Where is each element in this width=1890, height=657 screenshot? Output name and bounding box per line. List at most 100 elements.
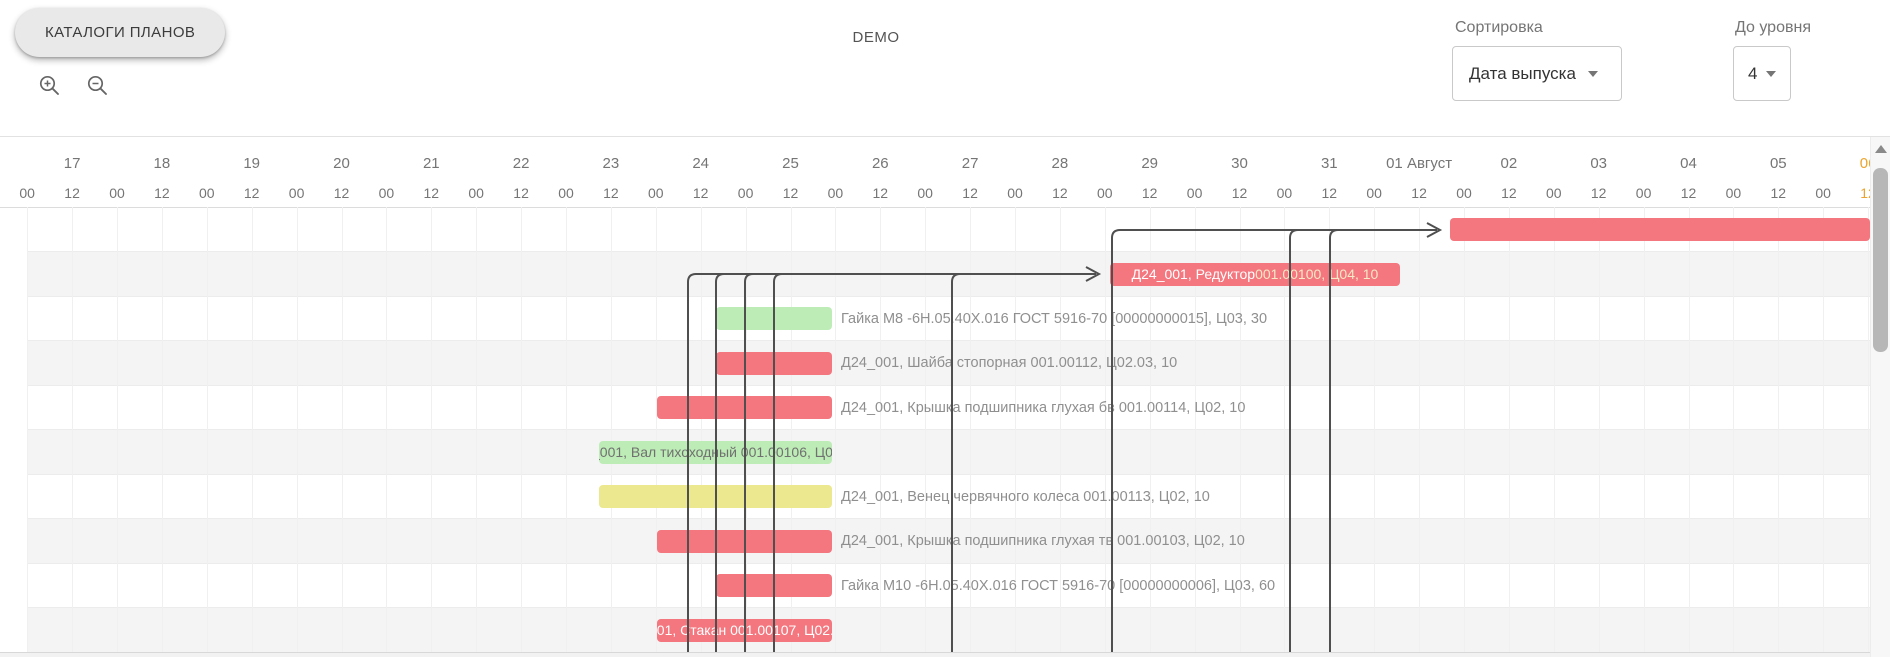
zoom-in-icon[interactable]	[38, 74, 62, 98]
day-label: 28	[1051, 155, 1069, 172]
day-label: 20	[333, 155, 350, 172]
gridline	[835, 207, 837, 653]
hour-label: 12	[692, 185, 709, 201]
gridline	[610, 207, 612, 653]
gantt-bar[interactable]	[1450, 218, 1870, 242]
hour-label: 00	[1007, 185, 1023, 201]
horizontal-scrollbar[interactable]	[0, 652, 1870, 657]
page-title: DEMO	[852, 29, 900, 46]
day-label: 03	[1590, 155, 1608, 172]
hour-label: 12	[1411, 185, 1427, 201]
hour-label: 00	[648, 185, 664, 201]
hour-label: 00	[1815, 185, 1831, 201]
bar-inline-label: Д24_001, Редуктор	[1131, 266, 1256, 283]
hour-label: 12	[1770, 185, 1787, 201]
hour-label: 12	[64, 185, 80, 201]
row-stripe	[28, 430, 1870, 475]
hour-label: 12	[154, 185, 170, 201]
gridline	[296, 207, 298, 653]
day-label: 25	[782, 155, 799, 172]
sort-value: Дата выпуска	[1469, 63, 1576, 83]
gridline	[1104, 207, 1106, 653]
hour-label: 00	[737, 185, 754, 201]
day-label: 24	[692, 155, 710, 172]
gantt-bar[interactable]	[657, 529, 832, 553]
gridline	[1778, 207, 1780, 653]
hour-label: 00	[19, 185, 35, 201]
gantt-bar[interactable]: Д24_001, Редуктор 001.00100, Ц04, 10	[1110, 262, 1400, 286]
sort-select[interactable]: Дата выпуска	[1452, 46, 1622, 101]
gridline	[1688, 207, 1690, 653]
hour-label: 12	[1141, 185, 1158, 201]
hour-label: 00	[1366, 185, 1382, 201]
day-label: 05	[1769, 155, 1787, 172]
gantt-bar[interactable]	[657, 396, 832, 420]
gantt-bar[interactable]	[716, 307, 832, 331]
gridline	[566, 207, 567, 653]
hour-label: 00	[199, 185, 215, 201]
hour-label: 12	[962, 185, 978, 201]
day-label: 22	[512, 155, 530, 172]
day-label: 19	[243, 155, 261, 172]
bar-label: Д24_001, Шайба стопорная 001.00112, Ц02.…	[841, 355, 1178, 372]
level-select[interactable]: 4	[1733, 46, 1791, 101]
zoom-out-icon[interactable]	[86, 74, 110, 98]
hour-label: 00	[827, 185, 844, 201]
gantt-bar[interactable]: Д24_001, Стакан 001.00107, Ц02.03, 10	[657, 618, 832, 642]
gridline	[1419, 207, 1421, 653]
bar-label: Гайка М8 -6Н.05.40Х.016 ГОСТ 5916-70 [00…	[841, 310, 1268, 327]
scroll-up-button[interactable]	[1875, 145, 1887, 153]
gantt-bar[interactable]	[599, 485, 832, 509]
hour-label: 00	[468, 185, 484, 201]
vertical-scrollbar[interactable]	[1870, 137, 1890, 657]
bar-label: Д24_001, Крышка подшипника глухая бв 001…	[841, 399, 1246, 416]
chevron-down-icon	[1587, 70, 1598, 77]
row-stripe	[28, 608, 1870, 653]
gantt-bar[interactable]	[716, 574, 832, 598]
day-label: 01 Август	[1386, 155, 1453, 172]
bar-label: Д24_001, Крышка подшипника глухая тв 001…	[841, 533, 1245, 550]
hour-label: 00	[1456, 185, 1472, 201]
gridline	[161, 207, 163, 653]
day-label: 18	[153, 155, 171, 172]
bar-label: Гайка М10 -6Н.05.40Х.016 ГОСТ 5916-70 [0…	[841, 577, 1276, 594]
gantt-bar[interactable]	[716, 351, 832, 375]
gridline	[1868, 207, 1870, 653]
day-label: 04	[1680, 155, 1697, 172]
gridline	[1508, 207, 1510, 653]
gridline	[521, 207, 523, 653]
hour-label: 00	[1546, 185, 1562, 201]
gridline	[206, 207, 208, 653]
hour-label: 00	[1276, 185, 1293, 201]
hour-label: 00	[917, 185, 933, 201]
day-label: 31	[1320, 155, 1338, 172]
day-label: 29	[1141, 155, 1159, 172]
gantt-bar[interactable]: Д24_001, Вал тихоходный 001.00106, Ц02, …	[599, 440, 832, 464]
gridline	[117, 207, 118, 653]
sort-label: Сортировка	[1455, 19, 1543, 36]
day-label: 26	[871, 155, 889, 172]
gridline	[1643, 207, 1645, 653]
hour-label: 12	[423, 185, 440, 201]
timeline-top-border	[0, 136, 1890, 137]
hour-label: 12	[1052, 185, 1068, 201]
scrollbar-thumb[interactable]	[1873, 168, 1888, 352]
gridline	[476, 207, 478, 653]
level-label: До уровня	[1735, 19, 1811, 36]
hour-label: 12	[1231, 185, 1248, 201]
plan-catalogs-button[interactable]: КАТАЛОГИ ПЛАНОВ	[15, 8, 226, 57]
day-label: 02	[1500, 155, 1518, 172]
hour-label: 00	[378, 185, 395, 201]
hour-label: 12	[1590, 185, 1607, 201]
day-label: 21	[422, 155, 440, 172]
day-label: 27	[961, 155, 979, 172]
day-label: 30	[1231, 155, 1248, 172]
hour-label: 00	[1725, 185, 1742, 201]
hour-label: 12	[1680, 185, 1697, 201]
gridline	[431, 207, 433, 653]
hour-label: 12	[1501, 185, 1517, 201]
gridline	[27, 207, 29, 653]
day-label: 23	[602, 155, 620, 172]
day-label: 17	[63, 155, 81, 172]
hour-label: 00	[1097, 185, 1113, 201]
